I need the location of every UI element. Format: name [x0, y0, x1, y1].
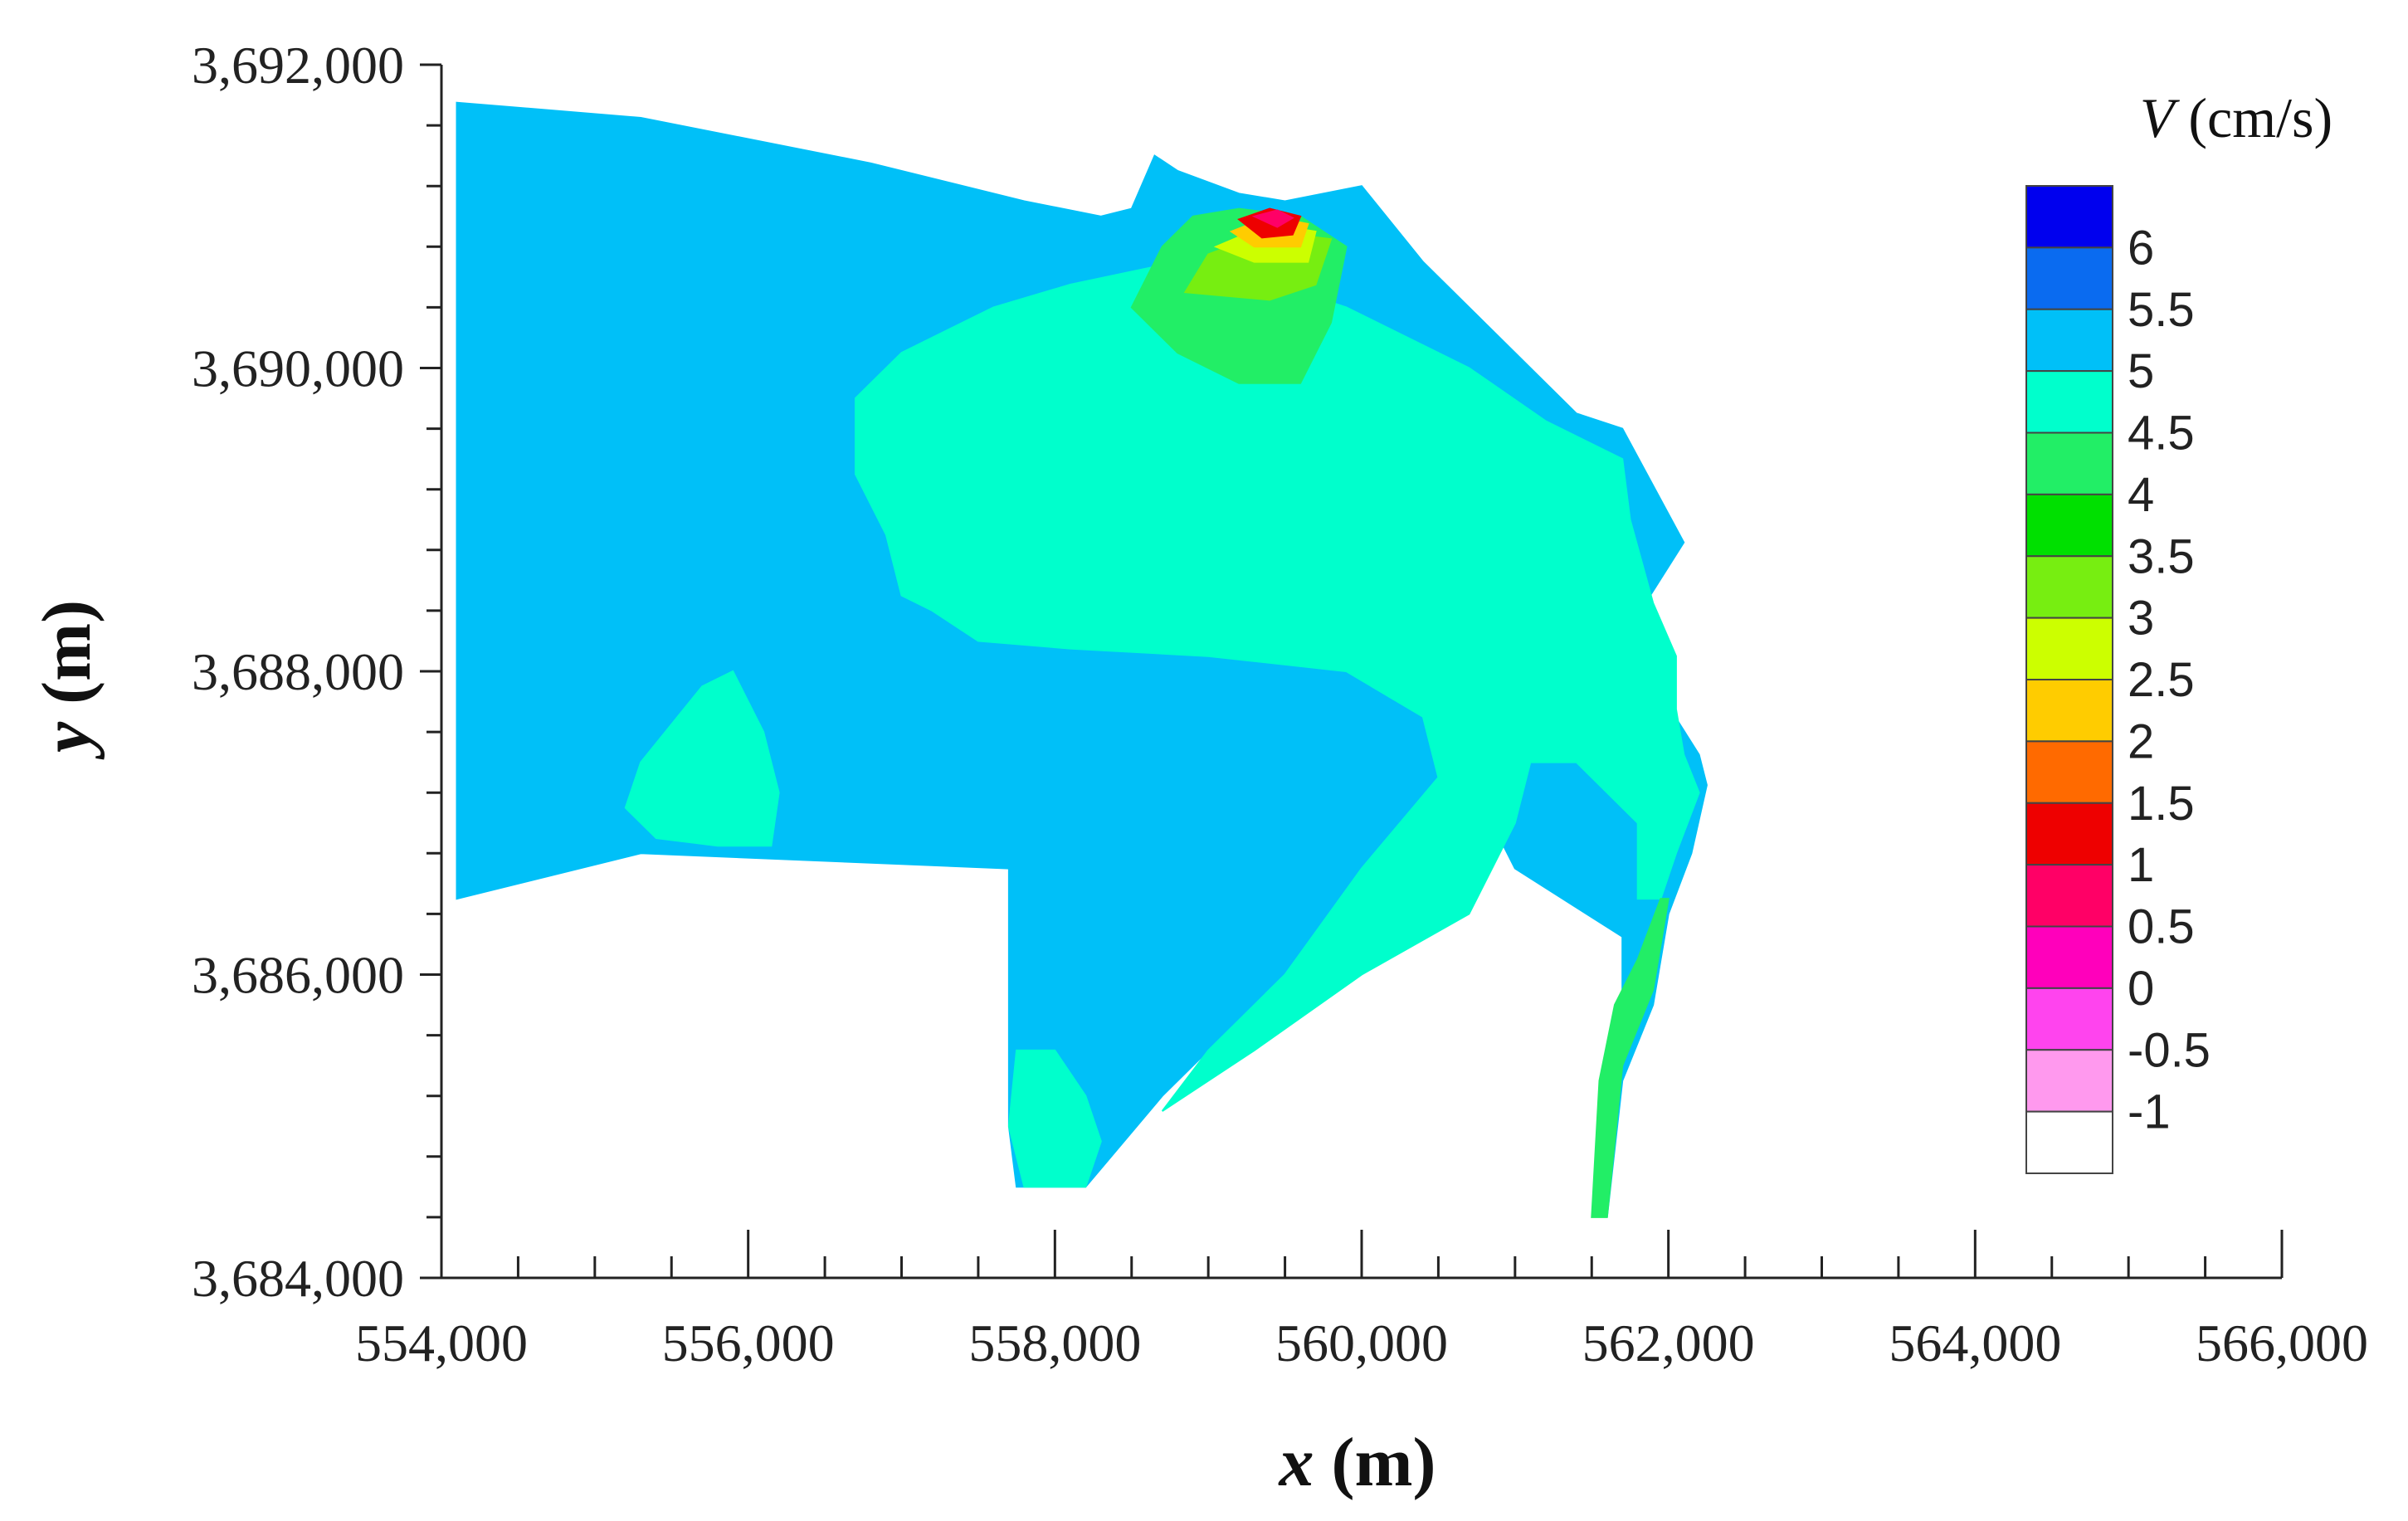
- x-tick-label: 564,000: [1889, 1314, 2061, 1372]
- colorbar-swatch: [2025, 308, 2113, 373]
- colorbar-title: V (cm/s): [2140, 86, 2332, 149]
- region-east-channel: [1591, 898, 1670, 1218]
- y-tick-label: 3,684,000: [192, 1249, 404, 1308]
- colorbar-legend: V (cm/s) 6 5.5 5 4.5 4 3.5 3 2.5 2 1.5 1 0.5 0 -0.5 -1: [2025, 86, 2332, 1174]
- colorbar-swatch: [2025, 1049, 2113, 1113]
- x-tick-label: 566,000: [2196, 1314, 2368, 1372]
- colorbar-label: 4.5: [2128, 407, 2195, 461]
- colorbar-swatch: [2025, 493, 2113, 558]
- colorbar-swatch: [2025, 431, 2113, 495]
- colorbar-swatch: [2025, 679, 2113, 743]
- colorbar-label: 6: [2128, 221, 2154, 275]
- contour-regions: [456, 101, 1708, 1218]
- y-tick-label: 3,688,000: [192, 642, 404, 701]
- colorbar-label: 0: [2128, 962, 2154, 1016]
- y-tick-label: 3,692,000: [192, 36, 404, 95]
- colorbar-label: 2.5: [2128, 653, 2195, 707]
- colorbar-swatch: [2025, 370, 2113, 434]
- colorbar-swatch: [2025, 246, 2113, 310]
- y-axis-title: y (m): [28, 600, 105, 760]
- colorbar-label: 5.5: [2128, 283, 2195, 337]
- region-inlet-core-pink: [1251, 209, 1294, 228]
- colorbar-swatch: [2025, 987, 2113, 1051]
- colorbar-label: -1: [2128, 1085, 2171, 1139]
- colorbar-label: -0.5: [2128, 1023, 2211, 1077]
- region-west-patch: [624, 670, 780, 847]
- colorbar-label: 0.5: [2128, 900, 2195, 954]
- colorbar-swatch: [2025, 740, 2113, 804]
- colorbar-label: 3.5: [2128, 529, 2195, 583]
- colorbar-swatch: [2025, 802, 2113, 866]
- colorbar-label: 2: [2128, 714, 2154, 768]
- region-central-shelf: [855, 261, 1700, 1112]
- colorbar-label: 5: [2128, 344, 2154, 398]
- plot-axes: 554,000 556,000 558,000 560,000 562,000 564,0…: [192, 36, 2368, 1372]
- colorbar-swatch: [2025, 617, 2113, 680]
- x-tick-label: 554,000: [355, 1314, 528, 1372]
- x-tick-label: 558,000: [968, 1314, 1141, 1372]
- y-tick-label: 3,686,000: [192, 946, 404, 1005]
- colorbar-label: 3: [2128, 592, 2154, 646]
- colorbar-swatch: [2025, 864, 2113, 928]
- x-tick-label: 562,000: [1582, 1314, 1755, 1372]
- x-axis-title: x (m): [1278, 1424, 1436, 1501]
- x-tick-label: 560,000: [1275, 1314, 1448, 1372]
- x-tick-label: 556,000: [662, 1314, 835, 1372]
- colorbar-swatch: [2025, 185, 2113, 249]
- colorbar-swatch: [2025, 925, 2113, 989]
- colorbar-label: 1.5: [2128, 777, 2195, 831]
- colorbar-swatch: [2025, 1110, 2113, 1174]
- region-southwest-lobe: [1007, 1049, 1102, 1188]
- y-tick-label: 3,690,000: [192, 339, 404, 398]
- colorbar-swatch: [2025, 555, 2113, 619]
- colorbar-label: 4: [2128, 468, 2154, 522]
- colorbar-label: 1: [2128, 838, 2154, 892]
